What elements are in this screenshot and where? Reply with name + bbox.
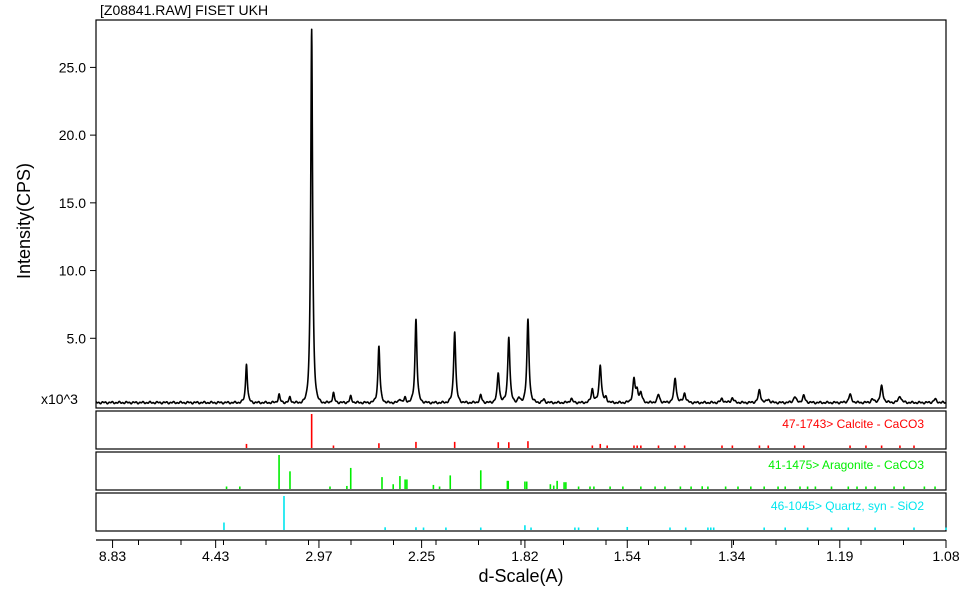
y-axis-label: Intensity(CPS) [14,163,34,279]
aragonite-panel [95,451,947,491]
pattern-plot [95,28,947,405]
x-tick-label: 1.08 [932,548,959,564]
x-tick-label: 1.19 [826,548,853,564]
quartz-panel [95,492,947,532]
y-tick-label: 5.0 [67,330,87,346]
y-tick-label: 15.0 [59,195,86,211]
x-tick-label: 2.97 [305,548,332,564]
x-tick-label: 1.54 [614,548,641,564]
y-tick-label: 20.0 [59,127,86,143]
pattern-panel [95,19,947,409]
y-tick-label: 10.0 [59,263,86,279]
reference-patterns: 47-1743> Calcite - CaCO3 41-1475> Aragoni… [223,414,947,530]
x-tick-label: 2.25 [408,548,435,564]
y-axis: 5.0 10.0 15.0 20.0 25.0 [59,59,96,346]
x-tick-label: 1.82 [511,548,538,564]
calcite-panel [95,410,947,450]
chart-title: [Z08841.RAW] FISET UKH [100,2,268,18]
x-tick-label: 4.43 [202,548,229,564]
quartz-label: 46-1045> Quartz, syn - SiO2 [771,499,924,513]
y-tick-label: 25.0 [59,59,86,75]
y-multiplier-label: x10^3 [41,391,78,407]
x-axis-label: d-Scale(A) [478,566,563,586]
pattern-line [95,28,947,405]
x-axis: 8.83 4.43 2.97 2.25 1.82 1.54 1.34 1.19 1.08 [99,540,960,564]
x-tick-label: 8.83 [99,548,126,564]
calcite-label: 47-1743> Calcite - CaCO3 [782,417,924,431]
aragonite-label: 41-1475> Aragonite - CaCO3 [768,458,924,472]
x-tick-label: 1.34 [718,548,745,564]
